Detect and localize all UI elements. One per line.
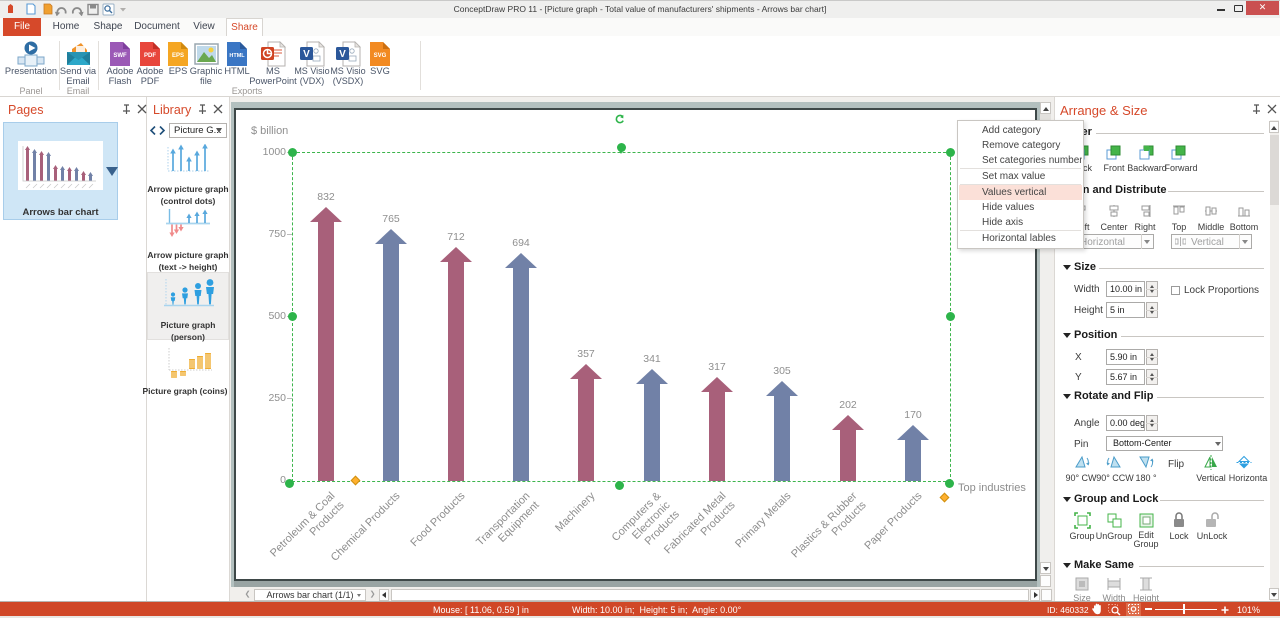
svg-text:V: V (303, 49, 310, 60)
svg-text:PDF: PDF (144, 53, 156, 59)
svg-text:SWF: SWF (113, 53, 127, 59)
svg-text:HTML: HTML (229, 53, 245, 59)
svg-text:V: V (339, 49, 346, 60)
svg-text:EPS: EPS (172, 53, 184, 59)
svg-text:SVG: SVG (374, 53, 387, 59)
